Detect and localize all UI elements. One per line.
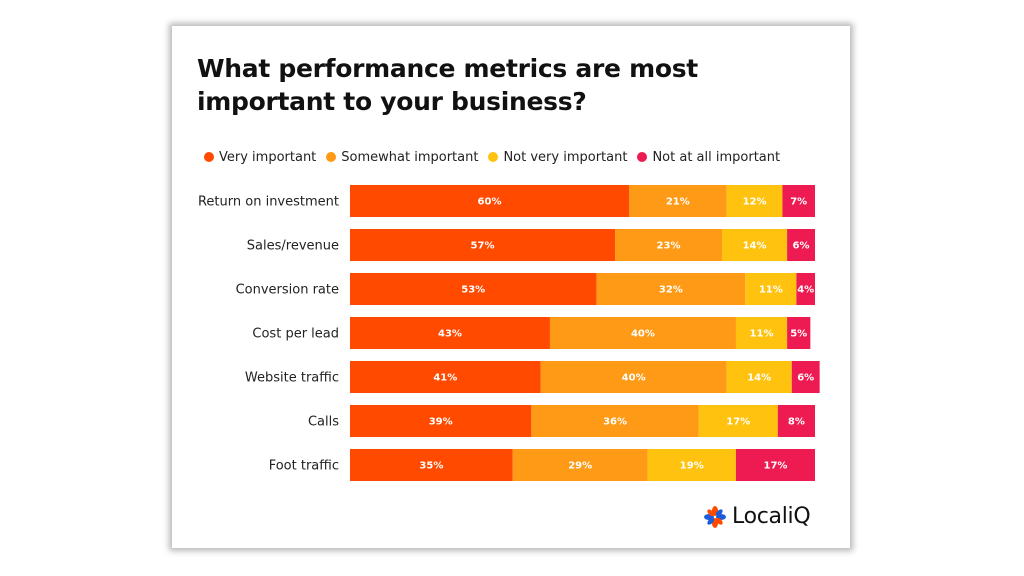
bar-segment <box>735 449 815 481</box>
bar-segment <box>726 361 792 393</box>
legend-label-somewhat-important: Somewhat important <box>341 149 479 165</box>
value-label: 19% <box>680 461 704 472</box>
bar-segment <box>596 273 746 305</box>
legend-label-very-important: Very important <box>219 149 317 165</box>
legend-label-not-at-all-important: Not at all important <box>652 149 781 165</box>
chart-legend: Very important Somewhat important Not ve… <box>204 148 790 166</box>
value-label: 8% <box>788 417 805 428</box>
value-label: 53% <box>461 285 485 296</box>
category-label: Return on investment <box>198 195 339 210</box>
value-label: 43% <box>438 329 462 340</box>
bar-segment <box>512 449 648 481</box>
value-label: 14% <box>747 373 771 384</box>
value-label: 23% <box>657 241 681 252</box>
legend-item-very-important: Very important <box>204 150 316 165</box>
chart-title: What performance metrics are most import… <box>197 54 698 116</box>
category-label: Conversion rate <box>236 283 339 298</box>
logo-petal-icon <box>707 508 715 516</box>
value-label: 5% <box>790 329 807 340</box>
value-label: 60% <box>478 197 502 208</box>
bar-segment <box>787 229 815 261</box>
bar-segment <box>796 273 815 305</box>
logo-petal-icon <box>707 517 715 525</box>
brand-name: LocaliQ <box>732 504 811 529</box>
legend-swatch-somewhat-important <box>326 152 337 162</box>
logo-petal-icon <box>715 508 723 516</box>
value-label: 4% <box>797 285 814 296</box>
category-label: Website traffic <box>245 371 339 386</box>
bar-segment <box>350 317 550 349</box>
category-label: Sales/revenue <box>247 239 339 254</box>
bar-segment <box>350 229 616 261</box>
value-label: 32% <box>659 285 683 296</box>
bar-segment <box>350 405 532 437</box>
legend-swatch-not-very-important <box>488 152 499 162</box>
value-label: 6% <box>793 241 810 252</box>
value-label: 21% <box>666 197 690 208</box>
legend-item-not-at-all-important: Not at all important <box>637 150 780 165</box>
bar-segment <box>350 273 597 305</box>
bar-segment <box>745 273 797 305</box>
bar-segment <box>777 405 815 437</box>
logo-petal-icon <box>715 517 723 525</box>
bar-segment <box>549 317 736 349</box>
bar-segment <box>698 405 778 437</box>
value-label: 40% <box>622 373 646 384</box>
value-label: 36% <box>603 417 627 428</box>
legend-swatch-not-at-all-important <box>637 152 648 162</box>
value-label: 7% <box>790 197 807 208</box>
value-label: 12% <box>743 197 767 208</box>
bar-segment <box>782 185 815 217</box>
bar-segment <box>735 317 788 349</box>
value-label: 35% <box>419 461 443 472</box>
value-label: 11% <box>750 329 774 340</box>
value-label: 6% <box>797 373 814 384</box>
bar-segment <box>350 361 541 393</box>
bar-segment <box>531 405 699 437</box>
value-label: 41% <box>433 373 457 384</box>
category-label: Foot traffic <box>269 459 339 474</box>
value-label: 39% <box>429 417 453 428</box>
legend-swatch-very-important <box>204 152 214 162</box>
bar-segment <box>787 317 811 349</box>
value-label: 57% <box>471 241 495 252</box>
bar-segment <box>629 185 727 217</box>
value-label: 14% <box>743 241 767 252</box>
legend-item-somewhat-important: Somewhat important <box>326 150 478 165</box>
category-label: Cost per lead <box>252 327 339 342</box>
bar-segment <box>722 229 788 261</box>
value-label: 17% <box>726 417 750 428</box>
bar-segment <box>791 361 820 393</box>
legend-label-not-very-important: Not very important <box>503 149 628 165</box>
bar-segment <box>350 449 513 481</box>
legend-item-not-very-important: Not very important <box>488 150 627 165</box>
value-label: 11% <box>759 285 783 296</box>
bar-segment <box>540 361 727 393</box>
bar-segment <box>615 229 722 261</box>
value-label: 17% <box>764 461 788 472</box>
asterisk-flower-icon <box>704 505 726 528</box>
brand-logo: LocaliQ <box>703 504 811 529</box>
category-label: Calls <box>308 415 339 430</box>
value-label: 29% <box>568 461 592 472</box>
value-label: 40% <box>631 329 655 340</box>
bar-segment <box>726 185 783 217</box>
bar-segment <box>350 185 629 217</box>
bar-segment <box>647 449 736 481</box>
